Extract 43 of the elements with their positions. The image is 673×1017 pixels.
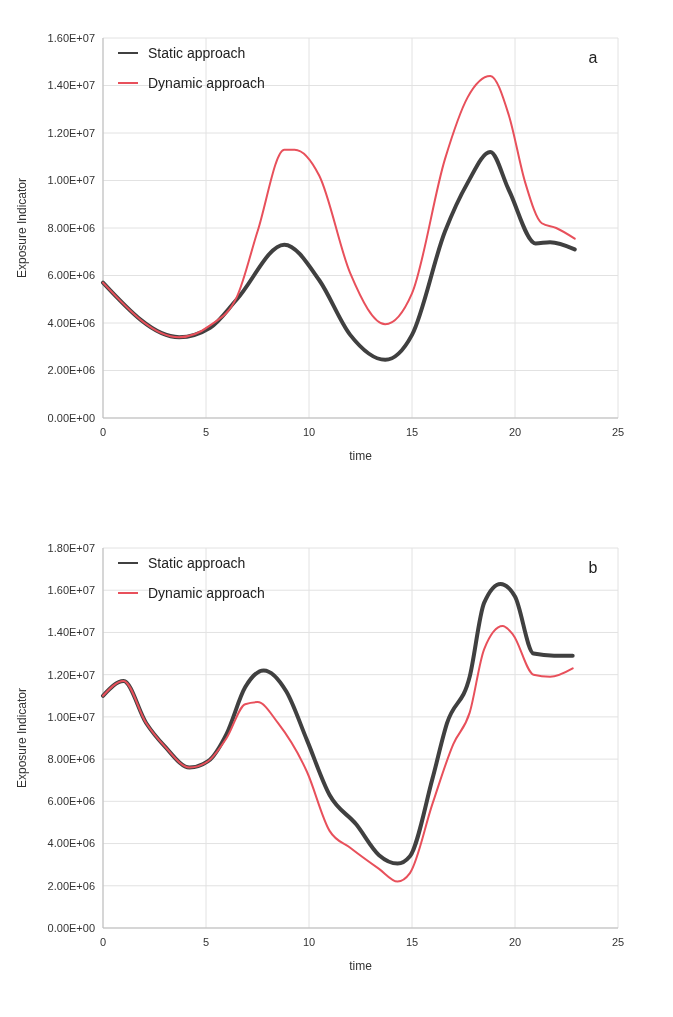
x-tick-label: 15 (405, 936, 419, 948)
y-tick-label: 1.00E+07 (47, 710, 95, 723)
x-tick-label: 20 (508, 426, 522, 438)
y-tick-label: 6.00E+06 (47, 269, 95, 282)
y-tick-label: 1.60E+07 (47, 584, 95, 597)
x-tick-label: 10 (302, 936, 316, 948)
legend-label: Dynamic approach (148, 584, 265, 601)
y-axis-title: Exposure Indicator (15, 687, 29, 789)
legend-label: Static approach (148, 44, 246, 61)
annotation: a (588, 49, 598, 66)
x-tick-label: 15 (405, 426, 419, 438)
x-tick-label: 25 (611, 936, 625, 948)
x-tick-label: 5 (202, 936, 210, 948)
line-series (102, 75, 576, 339)
y-tick-label: 0.00E+00 (47, 411, 95, 424)
legend-label: Dynamic approach (148, 74, 265, 91)
y-tick-label: 1.40E+07 (47, 79, 95, 92)
y-tick-label: 2.00E+06 (47, 879, 95, 892)
annotation: b (588, 559, 598, 576)
y-tick-label: 4.00E+06 (47, 316, 95, 329)
y-tick-label: 4.00E+06 (47, 837, 95, 850)
y-tick-label: 6.00E+06 (47, 795, 95, 808)
y-axis-title: Exposure Indicator (15, 177, 29, 279)
x-tick-label: 10 (302, 426, 316, 438)
x-axis-title: time (349, 449, 373, 463)
y-tick-label: 8.00E+06 (47, 752, 95, 765)
y-tick-label: 1.20E+07 (47, 668, 95, 681)
x-tick-label: 5 (202, 426, 210, 438)
x-tick-label: 20 (508, 936, 522, 948)
x-tick-label: 0 (99, 426, 107, 438)
x-tick-label: 25 (611, 426, 625, 438)
y-tick-label: 0.00E+00 (47, 921, 95, 934)
y-tick-label: 2.00E+06 (47, 364, 95, 377)
y-tick-label: 1.40E+07 (47, 626, 95, 639)
y-tick-label: 8.00E+06 (47, 221, 95, 234)
line-series (102, 625, 574, 883)
y-tick-label: 1.00E+07 (47, 174, 95, 187)
legend-label: Static approach (148, 554, 246, 571)
y-tick-label: 1.80E+07 (47, 541, 95, 554)
x-axis-title: time (349, 959, 373, 973)
y-tick-label: 1.20E+07 (47, 126, 95, 139)
x-tick-label: 0 (99, 936, 107, 948)
y-tick-label: 1.60E+07 (47, 31, 95, 44)
